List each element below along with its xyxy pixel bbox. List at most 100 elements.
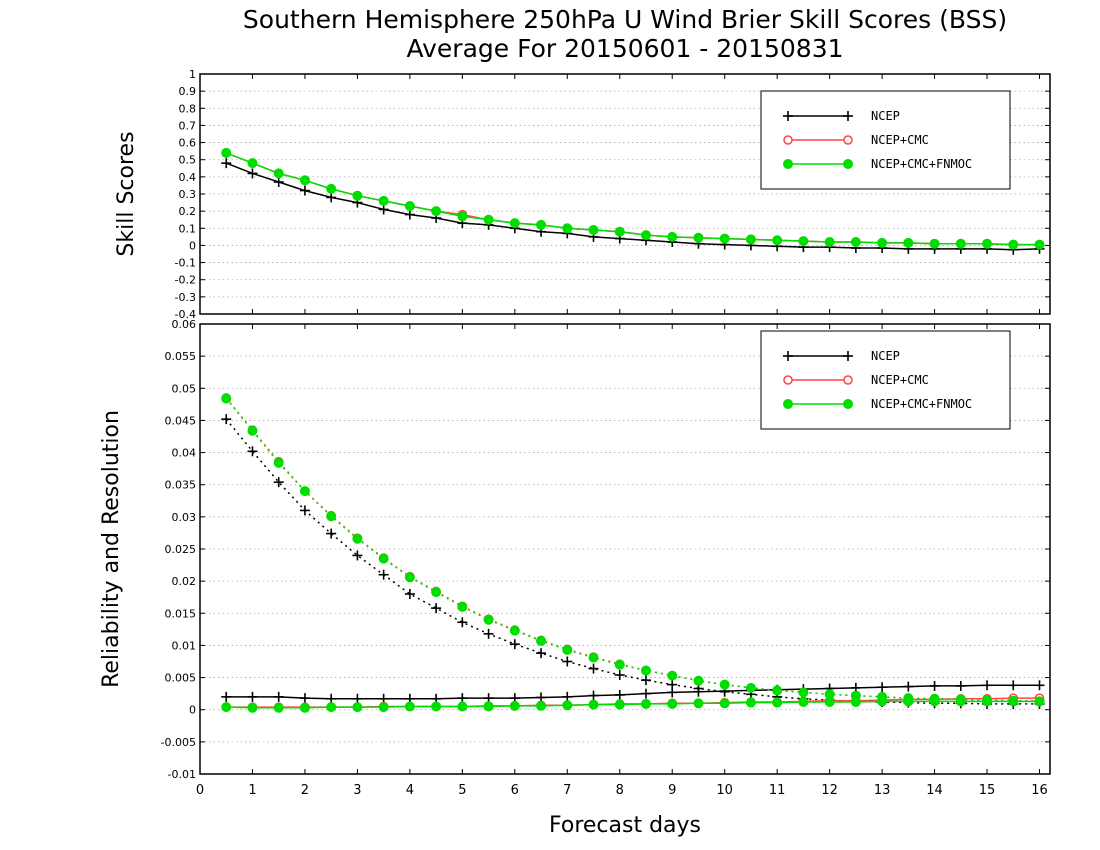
data-point [352,693,363,704]
data-point [719,233,730,244]
y-tick-label: 0.6 [179,137,197,150]
data-point [431,701,442,712]
data-point [640,688,651,699]
data-point [221,691,232,702]
x-tick-label: 11 [769,783,786,798]
data-point [431,603,442,614]
data-point [378,553,389,564]
data-point [562,700,573,711]
data-point [877,696,888,707]
data-point [273,477,284,488]
data-point [221,147,232,158]
series-ncep-dotted [221,414,1045,709]
data-point [457,617,468,628]
data-point [719,698,730,709]
data-point [850,237,861,247]
y-tick-label: 0.3 [179,188,197,201]
data-point [352,533,363,544]
y-tick-label: 0.9 [179,85,197,98]
data-point [640,698,651,709]
x-axis-label: Forecast days [549,813,701,838]
data-point [693,698,704,709]
y-tick-label: -0.1 [175,257,196,270]
x-tick-label: 7 [563,783,571,798]
data-point [588,699,599,710]
data-point [667,698,678,709]
data-point [562,691,573,702]
data-point [378,204,389,215]
data-point [1008,239,1019,250]
series-line [225,398,1040,703]
data-point [326,528,337,539]
data-point [929,680,940,691]
y-tick-label: -0.01 [168,768,196,781]
data-point [536,219,547,230]
skill-scores-panel: -0.4 -0.3 -0.2 -0.1 0 0.1 0.2 0.3 0.4 0.5 0.6 0.7 0.… [114,68,1051,321]
y-tick-label: 0.055 [165,350,197,363]
data-point [536,700,547,711]
data-point [667,231,678,242]
series-line [226,684,1040,700]
data-point [772,685,783,696]
data-point [903,237,914,248]
x-tick-label: 3 [353,783,361,798]
y-tick-label: 1 [189,68,196,81]
chart-title-line2: Average For 20150601 - 20150831 [406,34,843,63]
data-point [1034,680,1045,691]
data-point [483,628,494,639]
legend-label: NCEP [871,349,900,363]
data-point [929,238,940,249]
series-ncep-cmc-fnmoc-solid [221,696,1045,713]
data-point [404,201,415,211]
data-point [982,680,993,691]
data-point [562,656,573,667]
y-tick-label: -0.2 [175,274,196,287]
data-point [509,218,520,229]
series-line [225,418,1040,705]
data-point [299,486,310,497]
data-point [614,226,625,237]
data-point [247,158,258,169]
legend-label: NCEP+CMC [871,133,929,147]
data-point [483,614,494,625]
data-point [352,190,363,201]
y-tick-label: 0.1 [179,222,197,235]
data-point [352,550,363,561]
y-axis-label: Skill Scores [114,131,139,256]
data-point [247,691,258,702]
data-point [299,185,310,196]
data-point [221,414,232,425]
chart-title-line1: Southern Hemisphere 250hPa U Wind Brier … [243,5,1007,34]
y-tick-label: 0.035 [165,479,197,492]
data-point [955,238,966,249]
data-point [588,652,599,663]
data-point [404,572,415,583]
data-point [247,446,258,457]
y-tick-label: 0.2 [179,205,197,218]
x-tick-label: 16 [1031,783,1048,798]
data-point [378,195,389,206]
data-point [640,230,651,241]
y-tick-label: 0.015 [165,607,197,620]
data-point [299,693,310,704]
y-tick-label: 0 [189,239,196,252]
data-point [457,211,468,222]
data-point [457,601,468,612]
data-point [299,702,310,713]
data-point [640,665,651,676]
legend-marker [843,159,853,169]
legend-label: NCEP+CMC [871,373,929,387]
x-tick-label: 2 [301,783,309,798]
data-point [824,697,835,707]
y-tick-label: 0.05 [172,382,197,395]
data-point [693,686,704,697]
y-tick-label: -0.4 [175,308,196,321]
legend-marker [843,351,853,361]
y-tick-label: 0.005 [165,672,197,685]
y-tick-label: -0.3 [175,291,196,304]
data-point [850,697,861,707]
y-tick-label: 0.025 [165,543,197,556]
legend-marker [783,399,793,409]
data-point [326,511,337,522]
data-point [483,214,494,225]
